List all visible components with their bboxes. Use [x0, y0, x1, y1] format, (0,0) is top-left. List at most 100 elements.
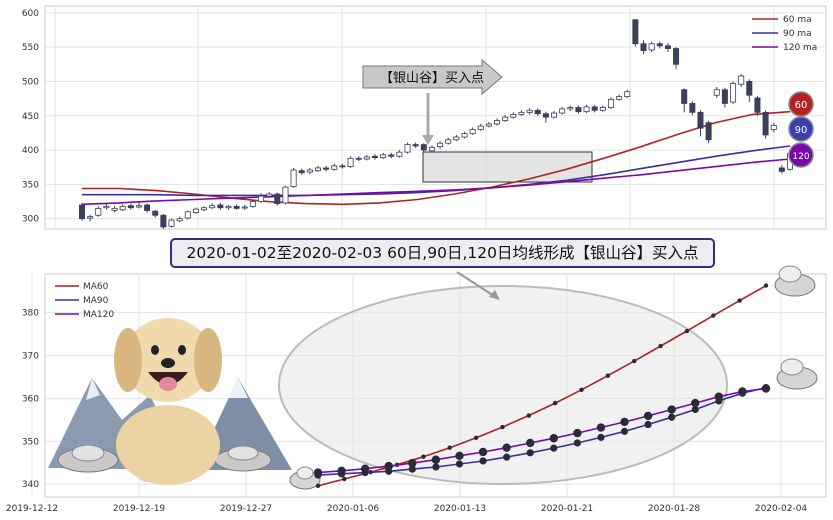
candle-body — [453, 136, 460, 141]
candle-body — [746, 81, 753, 96]
candle — [282, 185, 289, 205]
candle-body — [518, 111, 525, 115]
candle-body — [681, 89, 688, 104]
legend-90ma: 90 ma — [783, 29, 812, 39]
candle — [673, 47, 680, 70]
candle — [469, 127, 476, 135]
bottom-y-axis: 340 350 360 370 380 — [22, 309, 39, 491]
series-point-MA120 — [573, 428, 582, 438]
candle-body — [656, 43, 663, 47]
candle-body — [225, 205, 232, 209]
ingot-markers — [289, 265, 818, 490]
series-point-MA90 — [408, 465, 416, 473]
candle — [95, 206, 102, 217]
signal-callout: 2020-01-02至2020-02-03 60日,90日,120日均线形成【银… — [170, 238, 715, 268]
candle-body — [217, 204, 224, 209]
candle — [144, 203, 151, 213]
bottom-x-tick-label: 2020-01-28 — [648, 504, 701, 514]
candle-body — [428, 146, 435, 152]
candle-body — [412, 144, 419, 147]
candle-body — [477, 125, 484, 130]
series-point-MA120 — [431, 455, 441, 464]
candle — [127, 203, 134, 210]
series-point-MA60 — [526, 413, 532, 418]
ingot-marker-icon — [774, 265, 816, 297]
candle-body — [689, 103, 696, 113]
candle — [681, 88, 688, 113]
candle — [713, 86, 720, 98]
series-point-MA60 — [684, 328, 690, 334]
candle-body — [380, 154, 387, 159]
candle-body — [534, 109, 541, 115]
candle — [770, 122, 777, 133]
ma-line-120-ma — [81, 158, 791, 206]
candle-body — [437, 142, 444, 148]
candle — [380, 152, 387, 160]
series-point-MA60 — [315, 483, 321, 489]
candle-body — [567, 107, 574, 110]
candle-body — [469, 129, 476, 135]
signal-label: 【银山谷】买入点 — [380, 71, 484, 86]
badge-120 — [788, 142, 814, 168]
series-point-MA60 — [500, 424, 505, 430]
candle — [534, 108, 541, 116]
candle — [160, 213, 167, 229]
candle-body — [461, 133, 468, 138]
candle-body — [184, 211, 191, 219]
bottom-x-axis: 2019-12-12 2019-12-19 2019-12-27 2020-01-06… — [6, 504, 808, 514]
signal-zone-box — [422, 151, 593, 183]
bottom-x-tick-label: 2020-02-04 — [755, 504, 808, 514]
candle — [664, 43, 671, 52]
series-point-MA90 — [620, 427, 629, 435]
bottom-ma-series — [313, 283, 771, 489]
series-point-MA60 — [605, 373, 611, 378]
highlight-ellipse — [278, 285, 728, 485]
candle — [371, 154, 378, 160]
legend-60ma: 60 ma — [783, 15, 812, 25]
candle — [551, 110, 558, 119]
series-point-MA60 — [473, 435, 479, 441]
badge-120-text: 120 — [792, 152, 809, 162]
candle — [477, 124, 484, 131]
candle — [632, 19, 639, 47]
candle-body — [762, 111, 769, 136]
candle — [656, 41, 663, 49]
bottom-x-tick-label: 2020-01-21 — [541, 504, 593, 514]
candle — [241, 204, 248, 210]
candle — [152, 209, 159, 218]
candlesticks — [79, 19, 794, 229]
candle-body — [201, 207, 208, 211]
candle-body — [290, 169, 297, 187]
candle — [103, 203, 110, 210]
candle — [347, 156, 354, 168]
top-grid — [45, 6, 826, 229]
candle — [428, 145, 435, 153]
candle-body — [339, 165, 346, 168]
candle — [502, 115, 509, 122]
ma-value-badges: 60 90 120 — [788, 91, 814, 168]
series-point-MA90 — [597, 433, 605, 441]
candle-body — [347, 157, 354, 167]
candle — [599, 105, 606, 112]
candle — [388, 152, 395, 159]
candle-body — [233, 205, 240, 209]
candle — [184, 210, 191, 220]
ingot-marker-icon — [289, 466, 321, 490]
series-line-MA90 — [317, 386, 767, 476]
series-point-MA60 — [447, 445, 452, 450]
candle-body — [778, 167, 785, 172]
candle-body — [404, 144, 411, 153]
candle-body — [274, 193, 281, 205]
candle — [396, 150, 403, 158]
candle-body — [583, 106, 590, 113]
badge-60 — [788, 91, 814, 117]
candle-body — [298, 170, 305, 174]
candle — [363, 154, 370, 161]
candle-body — [445, 139, 452, 144]
bottom-y-tick-label: 350 — [22, 437, 39, 447]
series-point-MA90 — [573, 439, 581, 447]
series-point-MA90 — [503, 453, 511, 461]
series-point-MA60 — [763, 283, 769, 288]
series-point-MA120 — [643, 411, 653, 421]
